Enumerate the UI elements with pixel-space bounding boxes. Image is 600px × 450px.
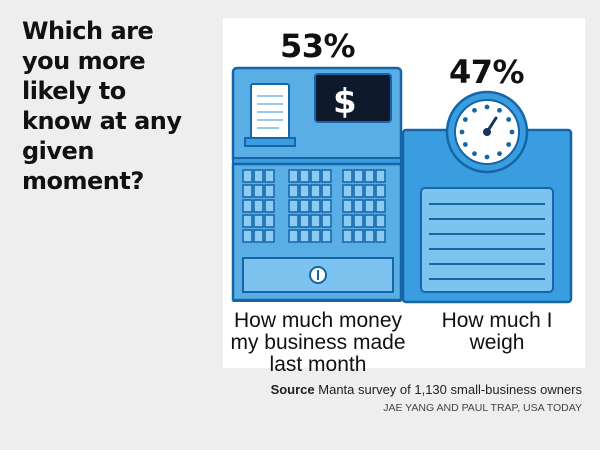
headline: Which are you more likely to know at any… — [22, 17, 182, 195]
register-key — [310, 199, 321, 213]
register-key — [288, 184, 299, 198]
register-key — [342, 214, 353, 228]
register-key — [364, 214, 375, 228]
register-key — [364, 169, 375, 183]
register-key — [242, 199, 253, 213]
register-key — [242, 229, 253, 243]
value-label-weight: 47% — [449, 53, 525, 91]
register-key — [253, 169, 264, 183]
register-key — [310, 214, 321, 228]
register-key — [364, 229, 375, 243]
register-key — [310, 169, 321, 183]
category-label-weight: How much I weigh — [441, 309, 553, 354]
source-text: Manta survey of 1,130 small-business own… — [318, 382, 582, 397]
register-key — [375, 184, 386, 198]
dial-tick — [462, 142, 468, 147]
register-key — [264, 229, 275, 243]
scale-dial-ticks — [459, 104, 515, 160]
register-key — [242, 169, 253, 183]
source-note: Source Manta survey of 1,130 small-busin… — [271, 382, 582, 397]
dial-tick — [462, 117, 468, 122]
value-label-money: 53% — [280, 27, 356, 65]
dial-tick — [484, 104, 490, 110]
register-key — [353, 229, 364, 243]
register-key — [299, 169, 310, 183]
register-key — [375, 169, 386, 183]
register-key — [242, 184, 253, 198]
register-key — [253, 214, 264, 228]
register-key — [299, 184, 310, 198]
register-key — [321, 169, 332, 183]
register-key — [364, 184, 375, 198]
register-key — [264, 184, 275, 198]
register-key — [288, 199, 299, 213]
register-key — [353, 199, 364, 213]
dial-tick — [472, 107, 477, 113]
register-key — [364, 199, 375, 213]
register-keypads — [242, 169, 386, 243]
dial-tick — [472, 151, 477, 157]
register-key — [253, 229, 264, 243]
dial-tick — [497, 107, 502, 113]
register-key — [353, 184, 364, 198]
register-key — [342, 169, 353, 183]
register-key — [242, 214, 253, 228]
register-key — [264, 214, 275, 228]
register-display: $ — [333, 82, 357, 122]
register-key — [321, 229, 332, 243]
dial-tick — [506, 117, 512, 122]
register-key — [264, 199, 275, 213]
register-key — [288, 214, 299, 228]
register-key — [342, 229, 353, 243]
cash-register-icon: $ — [231, 66, 403, 302]
register-key — [253, 184, 264, 198]
register-key — [353, 214, 364, 228]
credit-line: JAE YANG AND PAUL TRAP, USA TODAY — [383, 402, 582, 414]
register-key — [321, 214, 332, 228]
register-key — [342, 184, 353, 198]
register-key — [299, 229, 310, 243]
chart-panel: $ 53% 47% How much money my — [223, 18, 585, 376]
register-key — [253, 199, 264, 213]
register-key — [299, 199, 310, 213]
register-key — [288, 229, 299, 243]
register-key — [321, 199, 332, 213]
register-key — [310, 229, 321, 243]
register-key — [375, 199, 386, 213]
dial-tick — [509, 129, 515, 135]
register-key — [310, 184, 321, 198]
register-key — [375, 229, 386, 243]
source-label: Source — [270, 382, 315, 397]
dial-tick — [506, 142, 512, 147]
dial-tick — [497, 151, 502, 157]
register-key — [288, 169, 299, 183]
register-key — [264, 169, 275, 183]
register-key — [321, 184, 332, 198]
scale-platform-lines — [429, 203, 545, 280]
category-label-money: How much money my business made last mon… — [230, 309, 406, 376]
chart-illustration: $ — [231, 66, 573, 304]
register-key — [342, 199, 353, 213]
dial-tick — [459, 129, 465, 135]
register-key — [299, 214, 310, 228]
register-key — [375, 214, 386, 228]
scale-icon — [401, 90, 573, 304]
dial-tick — [484, 154, 490, 160]
register-key — [353, 169, 364, 183]
